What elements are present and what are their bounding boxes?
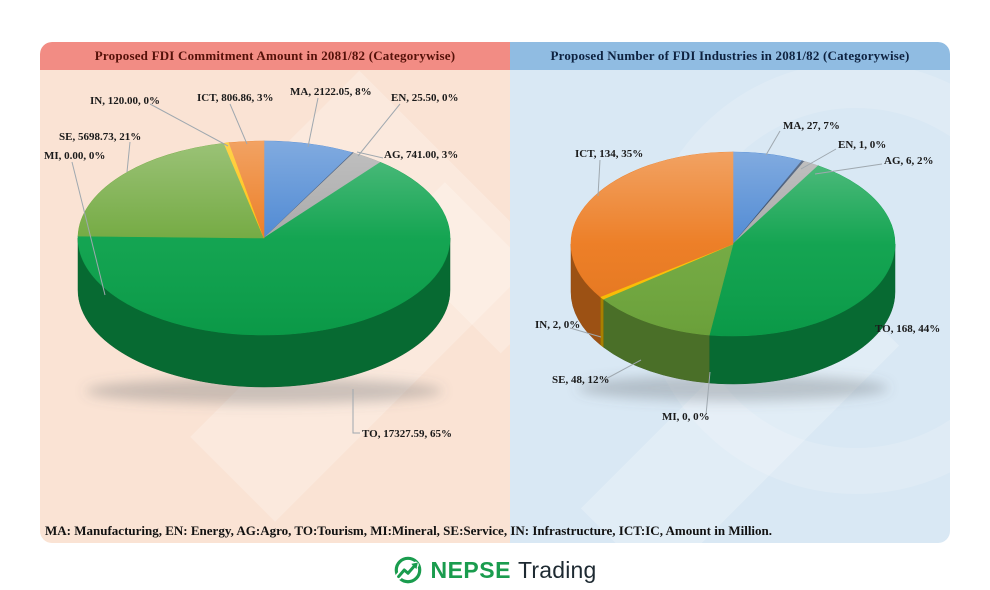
leader-line-right-AG: [814, 163, 883, 175]
brand-name-secondary: Trading: [517, 556, 597, 583]
pie-right-sheen: [571, 152, 895, 336]
right-chart-title: Proposed Number of FDI Industries in 208…: [510, 42, 950, 70]
leader-line-right-MI: [705, 371, 711, 416]
pie-right-wall-IN: [600, 296, 604, 348]
leader-line-left-MI: [71, 161, 106, 296]
nepse-logo-icon: [395, 556, 422, 584]
left-chart-title: Proposed FDI Commitment Amount in 2081/8…: [40, 42, 510, 70]
leader-line-left-IN: [149, 103, 229, 147]
leader-line-right-SE: [601, 359, 642, 382]
leader-line-left-AG: [356, 151, 384, 159]
brand-name-primary: NEPSE: [430, 556, 511, 583]
leader-line-left-EN: [357, 103, 401, 157]
pie-left-sheen: [78, 141, 450, 335]
abbreviation-legend: MA: Manufacturing, EN: Energy, AG:Agro, …: [45, 523, 773, 538]
leader-line-right-EN: [800, 148, 837, 170]
leader-line-left-ICT: [229, 103, 248, 145]
leader-line-left-MA: [307, 97, 319, 148]
brand-footer: NEPSE Trading: [0, 554, 990, 586]
leader-line-left-TO: [352, 389, 360, 434]
leader-line-left-SE: [126, 141, 131, 173]
leader-line-right-MA: [765, 130, 781, 156]
pie-right-shadow: [577, 375, 889, 401]
leader-line-right-ICT: [597, 159, 601, 197]
leader-line-right-IN: [569, 327, 602, 338]
